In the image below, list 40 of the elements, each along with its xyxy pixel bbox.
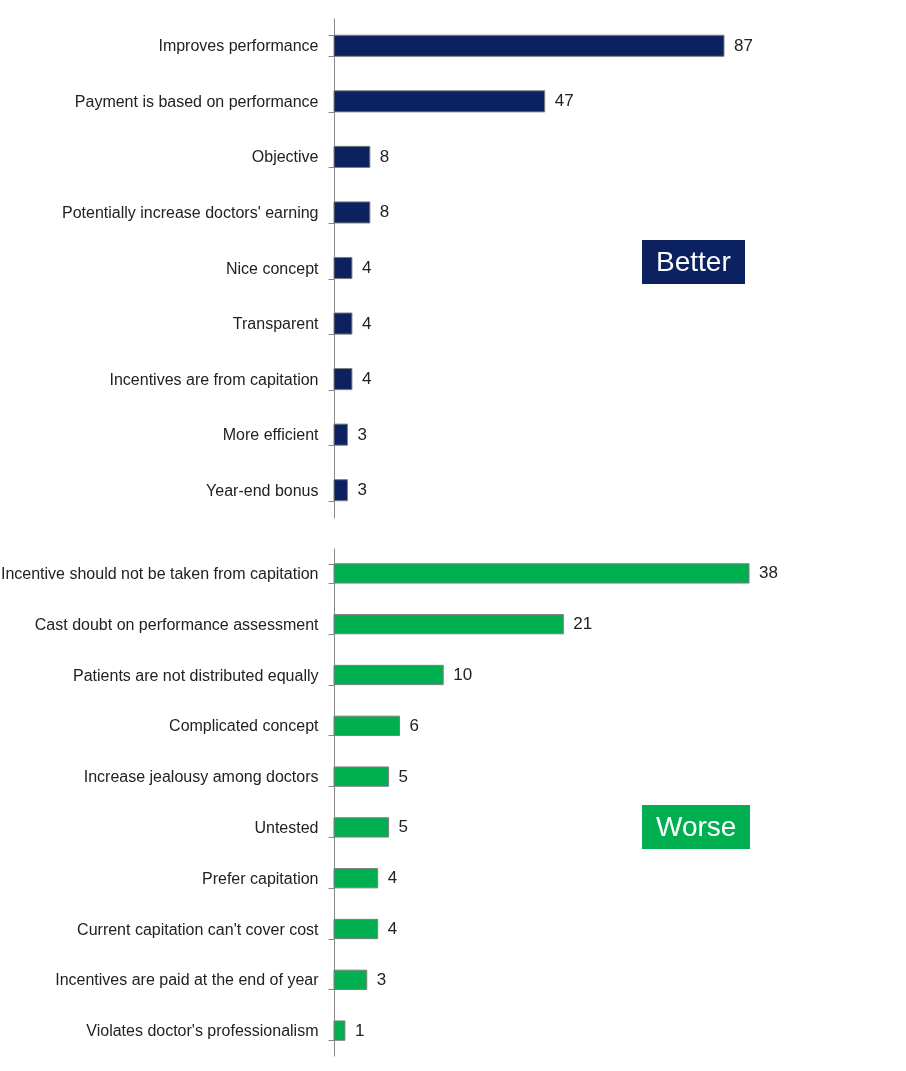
data-label: 38 — [759, 563, 778, 583]
y-tick-label: Complicated concept — [169, 717, 320, 735]
annotation: Worse — [642, 805, 751, 849]
y-tick-label: Year-end bonus — [206, 481, 319, 499]
y-tick-label: Current capitation can't cover cost — [77, 920, 320, 938]
data-label: 87 — [734, 35, 753, 55]
y-tick-label: Improves performance — [158, 37, 319, 55]
data-label: 5 — [398, 817, 409, 837]
y-tick-label: Patients are not distributed equally — [73, 666, 319, 684]
data-label: 4 — [361, 258, 372, 277]
data-label: 8 — [379, 202, 390, 222]
data-label: 3 — [357, 424, 367, 444]
data-label: 4 — [361, 313, 372, 333]
y-tick-label: Prefer capitation — [201, 869, 319, 887]
data-label: 3 — [357, 480, 367, 500]
data-label: 6 — [409, 715, 419, 735]
y-tick-label: Incentives are paid at the end of year — [55, 971, 320, 989]
y-tick-label: Increase jealousy among doctors — [83, 768, 319, 786]
data-label: 4 — [361, 369, 372, 389]
data-label: 8 — [379, 146, 390, 166]
y-tick-label: More efficient — [222, 426, 320, 444]
data-label: 4 — [387, 919, 398, 938]
data-label: 1 — [354, 1020, 365, 1040]
y-tick-label: Objective — [251, 148, 319, 166]
y-tick-label: Untested — [254, 818, 319, 836]
data-label: 21 — [573, 614, 593, 634]
y-tick-label: Payment is based on performance — [74, 92, 319, 110]
data-label: 10 — [453, 665, 473, 684]
data-label: 5 — [398, 766, 409, 786]
data-label: 47 — [554, 91, 574, 111]
data-label: 4 — [387, 868, 398, 888]
y-tick-label: Incentives are from capitation — [109, 370, 319, 388]
y-tick-label: Transparent — [232, 315, 320, 333]
y-tick-label: Violates doctor's professionalism — [86, 1022, 319, 1040]
y-tick-label: Incentive should not be taken from capitation — [0, 564, 319, 582]
data-label: 3 — [376, 969, 387, 989]
annotation: Better — [642, 240, 745, 284]
y-tick-label: Nice concept — [226, 259, 320, 277]
y-tick-label: Cast doubt on performance assessment — [34, 615, 320, 633]
y-tick-label: Potentially increase doctors' earning — [61, 203, 319, 221]
